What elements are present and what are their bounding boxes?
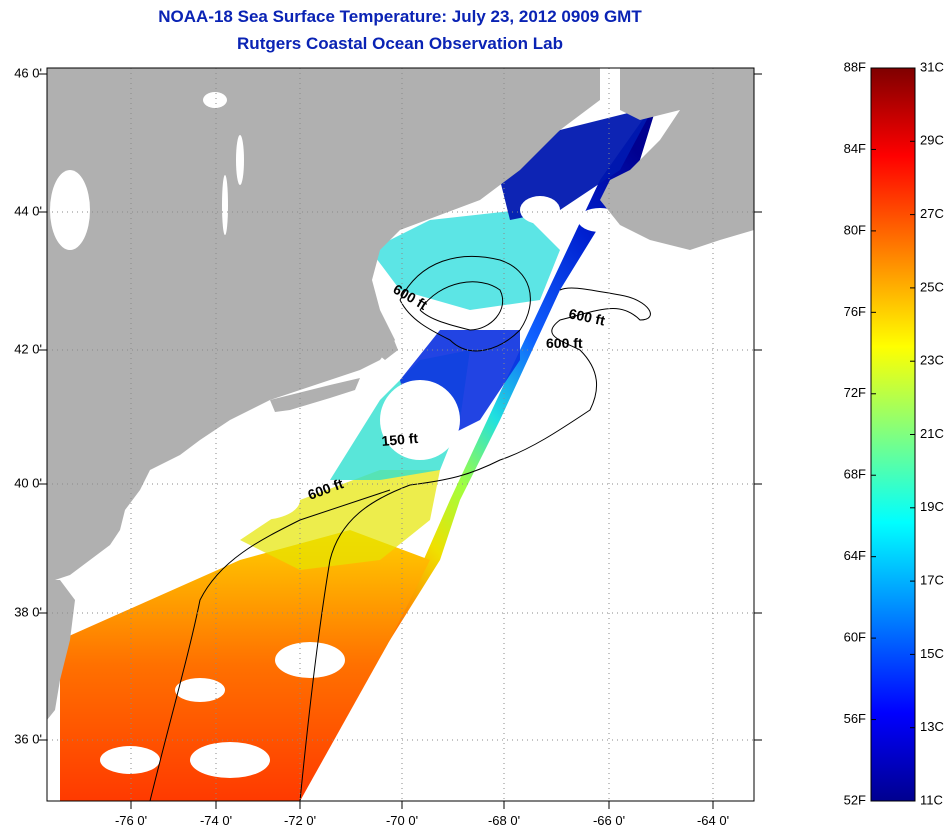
lon-label: -68 0'	[488, 813, 520, 828]
lat-label: 36 0'	[14, 731, 42, 746]
colorbar-c-label: 19C	[920, 499, 944, 514]
colorbar-c-label: 23C	[920, 353, 944, 368]
map-plot-area: 600 ft 600 ft 600 ft 150 ft 600 ft	[47, 68, 754, 801]
lat-label: 40 0'	[14, 475, 42, 490]
colorbar-f-label: 88F	[844, 59, 866, 74]
land-delmarva	[47, 580, 75, 720]
swath-dark-blue-north	[500, 95, 660, 220]
colorbar-c-label: 27C	[920, 206, 944, 221]
colorbar-gradient	[870, 67, 916, 802]
colorbar-f-label: 80F	[844, 222, 866, 237]
colorbar-c-label: 21C	[920, 426, 944, 441]
lon-label: -76 0'	[115, 813, 147, 828]
colorbar-c-label: 11C	[920, 792, 943, 807]
lat-labels: 46 0' 44 0' 42 0' 40 0' 38 0' 36 0'	[14, 65, 42, 746]
colorbar-c-label: 29C	[920, 133, 944, 148]
map-grid	[47, 68, 754, 801]
land-us-northeast	[47, 68, 600, 580]
land-cape-cod	[372, 335, 398, 360]
contour-label: 150 ft	[381, 430, 419, 449]
colorbar-f-label: 68F	[844, 467, 866, 482]
contour-label: 600 ft	[546, 335, 583, 351]
colorbar-c-label: 31C	[920, 59, 944, 74]
colorbar-c-label: 15C	[920, 646, 944, 661]
swath-warm-southwest	[60, 530, 430, 801]
colorbar-c-label: 25C	[920, 279, 944, 294]
colorbar-f-label: 64F	[844, 548, 866, 563]
lon-label: -72 0'	[284, 813, 316, 828]
inland-water	[50, 92, 244, 250]
colorbar-f-label: 72F	[844, 385, 866, 400]
colorbar-f-label: 84F	[844, 141, 866, 156]
lon-label: -74 0'	[200, 813, 232, 828]
satellite-swath	[300, 95, 660, 801]
map-ticks	[39, 73, 762, 809]
contour-label: 600 ft	[567, 305, 606, 328]
lat-label: 46 0'	[14, 65, 42, 80]
lon-label: -66 0'	[593, 813, 625, 828]
map-frame	[46, 67, 755, 802]
colorbar-f-labels: 88F 84F 80F 76F 72F 68F 64F 60F 56F 52F	[844, 59, 876, 807]
swath-cyan-gulf-maine	[370, 210, 560, 310]
swath-yellow-band	[240, 470, 440, 570]
bathymetry-contours	[149, 255, 651, 801]
colorbar-f-label: 60F	[844, 630, 866, 645]
colorbar-c-label: 13C	[920, 719, 944, 734]
colorbar-c-label: 17C	[920, 573, 944, 588]
colorbar	[870, 67, 916, 802]
lat-label: 42 0'	[14, 341, 42, 356]
map-subtitle: Rutgers Coastal Ocean Observation Lab	[237, 34, 563, 53]
colorbar-c-labels: 31C 29C 27C 25C 23C 21C 19C 17C 15C 13C 11C	[910, 59, 944, 807]
colorbar-f-label: 76F	[844, 304, 866, 319]
cloud-patches	[100, 196, 622, 778]
lat-label: 44 0'	[14, 203, 42, 218]
lon-label: -64 0'	[697, 813, 729, 828]
lon-label: -70 0'	[386, 813, 418, 828]
lat-label: 38 0'	[14, 604, 42, 619]
colorbar-f-label: 52F	[844, 792, 866, 807]
lon-labels: -76 0' -74 0' -72 0' -70 0' -68 0' -66 0…	[115, 813, 729, 828]
colorbar-f-label: 56F	[844, 711, 866, 726]
land-nova-scotia-nb	[600, 68, 754, 250]
land-long-island	[270, 378, 360, 412]
map-title: NOAA-18 Sea Surface Temperature: July 23…	[158, 7, 642, 26]
